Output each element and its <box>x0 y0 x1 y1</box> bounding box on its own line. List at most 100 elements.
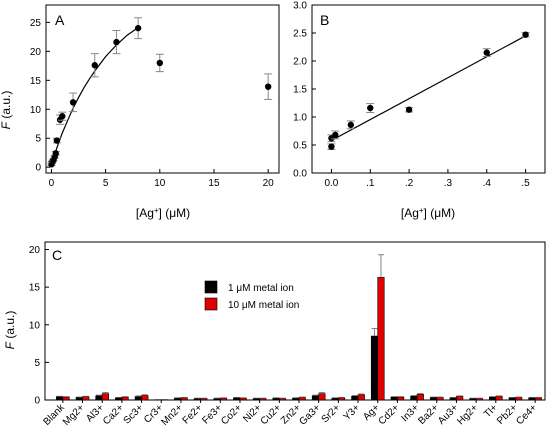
bar-10um <box>101 393 109 401</box>
category-label: Sc3+ <box>122 402 146 426</box>
x-tick-label: 10 <box>154 178 166 189</box>
y-tick-label: 15 <box>30 76 42 87</box>
bar-10um <box>534 397 542 401</box>
bar-1um <box>233 397 241 401</box>
bar-1um <box>469 398 477 401</box>
x-tick-label: 0 <box>49 178 55 189</box>
bar-1um <box>292 397 300 401</box>
y-tick-label: 3.0 <box>293 1 307 12</box>
legend-label-10um: 10 μM metal ion <box>228 300 299 311</box>
x-tick-label: 0.0 <box>324 178 338 189</box>
y-tick-label: 10 <box>30 105 42 116</box>
bar-1um <box>174 397 182 401</box>
category-label: Mg2+ <box>61 402 87 428</box>
x-tick-label: 15 <box>208 178 220 189</box>
bar-1um <box>193 398 201 401</box>
category-label: Sr2+ <box>320 402 343 425</box>
x-tick-label: .3 <box>444 178 453 189</box>
bar-1um <box>488 396 497 401</box>
bar-1um <box>449 397 457 401</box>
y-tick-label: 2.0 <box>293 57 307 68</box>
bar-1um <box>213 398 221 401</box>
data-point <box>332 131 339 139</box>
bar-1um <box>370 335 379 401</box>
panel-a-ylabel: F (a.u.) <box>0 91 13 130</box>
category-label: Fe2+ <box>181 402 205 426</box>
x-tick-label: .1 <box>366 178 375 189</box>
bar-1um <box>134 396 142 401</box>
bar-10um <box>298 397 306 401</box>
x-tick-label: .4 <box>483 178 492 189</box>
category-label: Ba2+ <box>416 402 441 427</box>
bar-1um <box>272 397 280 401</box>
category-label: Ce4+ <box>514 402 539 427</box>
y-tick-label: 0.5 <box>293 141 307 152</box>
bar-10um <box>436 397 444 401</box>
bar-10um <box>416 394 424 401</box>
x-tick-label: .2 <box>405 178 414 189</box>
panel-a-frame <box>45 4 280 174</box>
y-tick-label: 2.5 <box>293 29 307 40</box>
panel-b-label: B <box>320 12 329 28</box>
panel-c-ylabel: F (a.u.) <box>3 311 17 350</box>
x-tick-label: .5 <box>521 178 530 189</box>
data-point <box>134 24 142 32</box>
y-tick-label: 1.5 <box>293 85 307 96</box>
y-tick-label: 10 <box>29 320 41 331</box>
fit-line <box>331 35 526 142</box>
bar-10um <box>456 395 464 401</box>
data-point <box>156 59 163 67</box>
bar-10um <box>397 396 405 401</box>
category-label: Ga3+ <box>298 402 323 427</box>
data-point <box>522 31 529 38</box>
data-point <box>69 99 77 106</box>
bar-10um <box>377 277 385 401</box>
bar-1um <box>410 395 418 401</box>
legend-label-1um: 1 μM metal ion <box>228 283 294 294</box>
bar-10um <box>515 397 523 401</box>
bar-10um <box>121 396 129 401</box>
panel-b-xlabel: [Ag+] (μM) <box>401 206 455 221</box>
bar-1um <box>429 397 438 401</box>
y-tick-label: 0.0 <box>293 169 307 180</box>
bar-1um <box>75 397 83 401</box>
category-label: Pb2+ <box>495 402 520 427</box>
panel-b: B 0.0 .1 .2 .3 .4 .5 0.0 0.5 1.0 1.5 2.0 2.5 3.0 [Ag… <box>293 1 546 221</box>
category-label: Y3+ <box>342 402 363 423</box>
bar-10um <box>475 398 483 401</box>
category-label: Fe3+ <box>200 402 224 426</box>
category-label: Cd2+ <box>377 402 402 427</box>
bar-10um <box>239 397 247 401</box>
data-point <box>367 104 374 112</box>
panel-b-frame <box>311 4 546 174</box>
bar-10um <box>180 397 188 401</box>
legend-swatch-1um <box>204 280 218 294</box>
bar-1um <box>252 398 260 401</box>
data-point <box>405 106 413 113</box>
panel-a-xlabel: [Ag+] (μM) <box>136 206 190 221</box>
panel-c-frame <box>44 241 546 401</box>
bar-1um <box>351 395 359 401</box>
data-point <box>53 137 61 144</box>
y-tick-label: 20 <box>29 245 41 256</box>
y-tick-label: 1.0 <box>293 113 307 124</box>
panel-a-label: A <box>55 12 65 28</box>
bar-1um <box>115 397 123 401</box>
data-point <box>59 113 66 120</box>
bar-10um <box>357 394 365 401</box>
bar-10um <box>62 396 70 401</box>
y-tick-label: 0 <box>35 163 41 174</box>
y-tick-label: 25 <box>30 18 42 29</box>
x-tick-label: 20 <box>263 178 275 189</box>
panel-a: A 0 5 10 15 20 0 5 10 15 20 25 F (a.u.) [Ag+] (μM) <box>0 4 280 221</box>
bar-1um <box>311 395 319 401</box>
data-point <box>264 83 272 90</box>
bar-1um <box>331 397 339 401</box>
category-label: Co2+ <box>219 402 244 427</box>
bar-10um <box>219 397 228 401</box>
category-label: Au3+ <box>436 402 461 427</box>
bar-10um <box>318 393 326 401</box>
bar-1um <box>95 395 103 401</box>
y-tick-label: 5 <box>34 358 40 369</box>
